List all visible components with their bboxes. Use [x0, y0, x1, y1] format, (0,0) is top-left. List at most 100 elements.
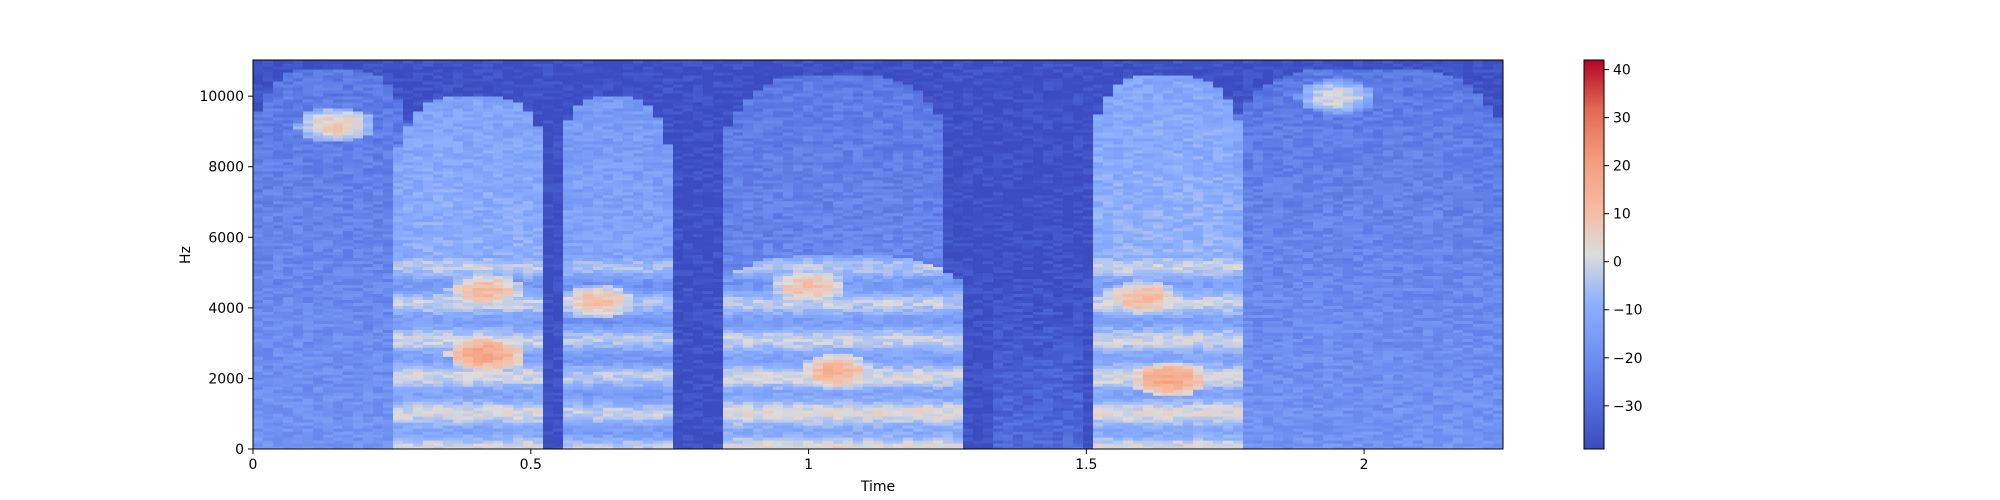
spectrogram-cell [523, 89, 534, 94]
spectrogram-cell [473, 146, 484, 151]
spectrogram-cell [263, 347, 274, 351]
spectrogram-cell [463, 254, 474, 259]
spectrogram-cell [603, 104, 614, 109]
spectrogram-cell [353, 80, 364, 85]
spectrogram-cell [333, 341, 344, 345]
spectrogram-cell [463, 356, 474, 360]
spectrogram-cell [523, 281, 534, 286]
spectrogram-cell [483, 143, 494, 148]
spectrogram-cell [283, 206, 294, 211]
spectrogram-cell [493, 92, 504, 97]
spectrogram-cell [623, 398, 634, 402]
spectrogram-cell [623, 251, 634, 256]
spectrogram-cell [433, 143, 444, 148]
spectrogram-cell [613, 116, 624, 121]
spectrogram-cell [593, 425, 604, 429]
spectrogram-cell [533, 413, 544, 417]
spectrogram-cell [373, 101, 384, 106]
spectrogram-cell [293, 230, 304, 235]
spectrogram-cell [393, 182, 404, 187]
spectrogram-cell [503, 437, 514, 441]
spectrogram-cell [593, 143, 604, 148]
spectrogram-cell [503, 185, 514, 190]
spectrogram-cell [393, 440, 404, 444]
spectrogram-cell [333, 161, 344, 166]
spectrogram-cell [453, 260, 464, 265]
spectrogram-cell [413, 368, 424, 372]
spectrogram-cell [583, 305, 594, 309]
spectrogram-cell [263, 119, 274, 124]
spectrogram-cell [533, 221, 544, 226]
spectrogram-cell [463, 74, 474, 79]
spectrogram-cell [273, 275, 284, 280]
spectrogram-cell [523, 320, 534, 324]
spectrogram-cell [633, 338, 644, 342]
spectrogram-cell [493, 350, 504, 354]
spectrogram-cell [563, 374, 574, 378]
spectrogram-cell [463, 368, 474, 372]
spectrogram-cell [453, 413, 464, 417]
spectrogram-cell [633, 302, 644, 306]
spectrogram-cell [433, 392, 444, 396]
spectrogram-cell [573, 275, 584, 280]
spectrogram-cell [373, 65, 384, 70]
spectrogram-cell [523, 200, 534, 205]
spectrogram-cell [283, 308, 294, 312]
spectrogram-cell [253, 176, 264, 181]
spectrogram-cell [433, 206, 444, 211]
spectrogram-cell [373, 257, 384, 262]
spectrogram-cell [403, 359, 414, 363]
spectrogram-cell [473, 227, 484, 232]
spectrogram-cell [303, 401, 314, 405]
spectrogram-cell [423, 197, 434, 202]
spectrogram-cell [303, 65, 314, 70]
spectrogram-cell [433, 344, 444, 348]
spectrogram-cell [603, 167, 614, 172]
spectrogram-cell [403, 335, 414, 339]
spectrogram-cell [613, 176, 624, 181]
spectrogram-cell [613, 440, 624, 444]
spectrogram-cell [273, 362, 284, 366]
spectrogram-cell [423, 359, 434, 363]
spectrogram-cell [383, 254, 394, 259]
spectrogram-cell [623, 254, 634, 259]
spectrogram-cell [333, 278, 344, 283]
spectrogram-cell [473, 398, 484, 402]
spectrogram-cell [373, 440, 384, 444]
spectrogram-cell [563, 92, 574, 97]
spectrogram-cell [383, 65, 394, 70]
spectrogram-cell [573, 284, 584, 289]
spectrogram-cell [453, 347, 464, 351]
spectrogram-cell [333, 194, 344, 199]
spectrogram-cell [553, 416, 564, 420]
spectrogram-cell [593, 227, 604, 232]
spectrogram-cell [253, 227, 264, 232]
spectrogram-cell [543, 344, 554, 348]
spectrogram-cell [413, 233, 424, 238]
spectrogram-cell [503, 194, 514, 199]
spectrogram-cell [593, 194, 604, 199]
spectrogram-cell [613, 254, 624, 259]
spectrogram-cell [403, 323, 414, 327]
spectrogram-cell [393, 224, 404, 229]
spectrogram-cell [513, 365, 524, 369]
spectrogram-cell [373, 350, 384, 354]
spectrogram-cell [343, 68, 354, 73]
spectrogram-cell [463, 224, 474, 229]
spectrogram-cell [353, 74, 364, 79]
spectrogram-cell [263, 419, 274, 423]
spectrogram-cell [473, 107, 484, 112]
spectrogram-cell [543, 431, 554, 435]
spectrogram-cell [513, 350, 524, 354]
spectrogram-cell [503, 299, 514, 303]
spectrogram-cell [263, 371, 274, 375]
spectrogram-cell [303, 293, 314, 297]
spectrogram-cell [593, 344, 604, 348]
spectrogram-cell [593, 239, 604, 244]
spectrogram-cell [563, 398, 574, 402]
spectrogram-cell [283, 122, 294, 127]
spectrogram-cell [533, 392, 544, 396]
spectrogram-cell [613, 149, 624, 154]
spectrogram-cell [523, 410, 534, 414]
spectrogram-cell [253, 404, 264, 408]
